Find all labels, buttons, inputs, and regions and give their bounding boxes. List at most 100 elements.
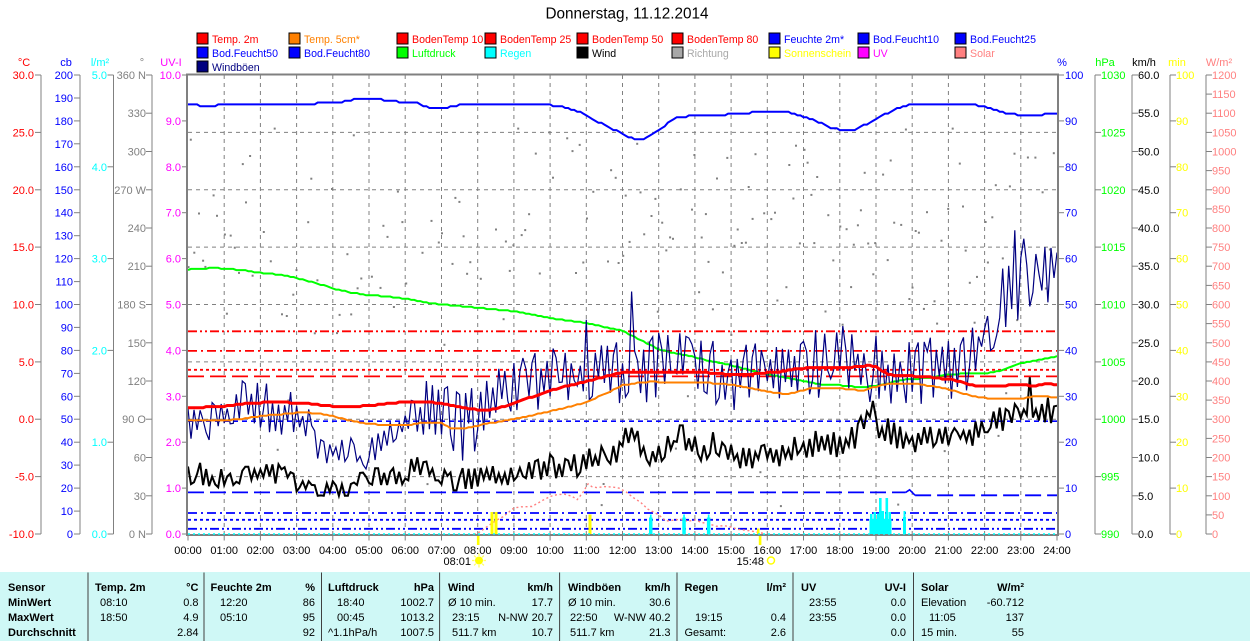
svg-text:Bod.Feucht10: Bod.Feucht10 [873,34,939,46]
svg-text:210: 210 [128,261,146,273]
svg-text:12:00: 12:00 [609,545,637,557]
svg-text:18:00: 18:00 [826,545,854,557]
svg-text:Durchschnitt: Durchschnitt [8,627,76,639]
svg-text:11:05: 11:05 [929,612,956,624]
svg-text:70: 70 [1176,208,1188,220]
svg-text:45.0: 45.0 [1138,185,1159,197]
svg-text:l/m²: l/m² [766,582,786,594]
svg-text:5.0: 5.0 [92,70,107,82]
svg-text:Bod.Feucht25: Bod.Feucht25 [970,34,1036,46]
svg-text:1100: 1100 [1212,108,1236,120]
svg-text:BodenTemp 10: BodenTemp 10 [412,34,483,46]
svg-text:110: 110 [55,277,73,289]
svg-text:10:00: 10:00 [536,545,564,557]
svg-text:86: 86 [303,597,315,609]
svg-text:3.0: 3.0 [166,391,181,403]
svg-text:03:00: 03:00 [283,545,311,557]
svg-text:Wind: Wind [448,582,475,594]
svg-text:50.0: 50.0 [1138,147,1159,159]
svg-text:170: 170 [55,139,73,151]
svg-text:20: 20 [1176,437,1188,449]
svg-text:900: 900 [1212,185,1230,197]
svg-text:18:50: 18:50 [100,612,128,624]
svg-text:5.0: 5.0 [166,300,181,312]
svg-text:92: 92 [303,627,315,639]
svg-text:100: 100 [55,300,73,312]
svg-text:UV-I: UV-I [160,57,181,69]
svg-text:22:50: 22:50 [570,612,598,624]
svg-text:120: 120 [55,254,73,266]
svg-text:15:48: 15:48 [736,556,764,568]
svg-text:1002.7: 1002.7 [400,597,434,609]
svg-text:%: % [1057,57,1067,69]
svg-text:°C: °C [186,582,198,594]
svg-text:3.0: 3.0 [92,254,107,266]
svg-text:60: 60 [61,391,73,403]
svg-text:05:10: 05:10 [220,612,248,624]
svg-text:550: 550 [1212,319,1230,331]
svg-text:W-NW: W-NW [614,612,647,624]
svg-text:Windböen: Windböen [212,62,260,74]
svg-text:180 S: 180 S [117,300,146,312]
svg-text:20: 20 [61,483,73,495]
svg-text:20.7: 20.7 [532,612,553,624]
svg-text:1.0: 1.0 [166,483,181,495]
svg-text:08:00: 08:00 [464,545,492,557]
svg-text:0.0: 0.0 [891,627,906,639]
svg-text:450: 450 [1212,357,1230,369]
svg-text:150: 150 [1212,472,1230,484]
svg-text:11:00: 11:00 [573,545,600,557]
svg-text:0: 0 [67,529,73,541]
svg-text:600: 600 [1212,300,1230,312]
svg-text:250: 250 [1212,433,1230,445]
svg-text:90 O: 90 O [122,414,146,426]
svg-text:6.0: 6.0 [166,254,181,266]
svg-text:2.84: 2.84 [177,627,198,639]
svg-text:06:00: 06:00 [391,545,419,557]
svg-text:0.0: 0.0 [92,529,107,541]
svg-text:50: 50 [61,414,73,426]
svg-text:0.0: 0.0 [891,612,906,624]
svg-text:UV: UV [873,48,889,60]
svg-text:10: 10 [1065,483,1077,495]
svg-text:150: 150 [55,185,73,197]
svg-text:30.0: 30.0 [13,70,34,82]
svg-text:4.9: 4.9 [183,612,198,624]
svg-text:1007.5: 1007.5 [400,627,434,639]
svg-text:60: 60 [1176,254,1188,266]
svg-text:1025: 1025 [1101,127,1125,139]
svg-text:Bod.Feucht50: Bod.Feucht50 [212,48,278,60]
svg-text:50: 50 [1065,300,1077,312]
svg-text:300: 300 [1212,414,1230,426]
svg-text:95: 95 [303,612,315,624]
svg-text:hPa: hPa [1095,57,1115,69]
svg-text:MinWert: MinWert [8,597,52,609]
svg-text:80: 80 [61,345,73,357]
svg-text:350: 350 [1212,395,1230,407]
svg-text:Temp. 5cm*: Temp. 5cm* [304,34,360,46]
svg-text:Solar: Solar [921,582,949,594]
svg-text:10.0: 10.0 [13,300,34,312]
svg-text:2.0: 2.0 [166,437,181,449]
svg-text:800: 800 [1212,223,1230,235]
svg-text:100: 100 [1212,491,1230,503]
svg-text:1013.2: 1013.2 [400,612,434,624]
svg-text:21.3: 21.3 [649,627,670,639]
svg-text:km/h: km/h [645,582,671,594]
svg-text:0: 0 [1065,529,1071,541]
svg-text:40: 40 [1065,345,1077,357]
svg-text:BodenTemp 50: BodenTemp 50 [592,34,663,46]
svg-text:20.0: 20.0 [13,185,34,197]
svg-text:240: 240 [128,223,146,235]
svg-text:14:00: 14:00 [681,545,709,557]
svg-text:1050: 1050 [1212,127,1236,139]
svg-text:09:00: 09:00 [500,545,528,557]
svg-text:0: 0 [1212,529,1218,541]
svg-text:50: 50 [1176,300,1188,312]
svg-text:-10.0: -10.0 [9,529,34,541]
svg-text:0.0: 0.0 [1138,529,1153,541]
svg-text:23:15: 23:15 [452,612,480,624]
svg-text:BodenTemp 80: BodenTemp 80 [687,34,758,46]
svg-text:21:00: 21:00 [935,545,963,557]
svg-text:18:40: 18:40 [337,597,365,609]
